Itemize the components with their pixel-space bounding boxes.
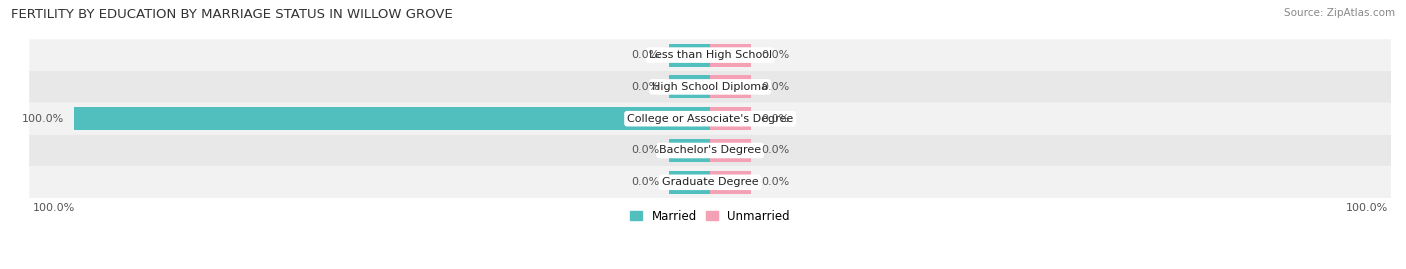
Text: Less than High School: Less than High School: [648, 50, 772, 60]
Text: Graduate Degree: Graduate Degree: [662, 177, 758, 187]
FancyBboxPatch shape: [30, 39, 1391, 71]
Text: Source: ZipAtlas.com: Source: ZipAtlas.com: [1284, 8, 1395, 18]
Bar: [710, 76, 751, 98]
FancyBboxPatch shape: [30, 71, 1391, 103]
Legend: Married, Unmarried: Married, Unmarried: [626, 205, 794, 227]
Bar: [669, 139, 710, 162]
Bar: [669, 171, 710, 194]
Bar: [710, 139, 751, 162]
Text: 0.0%: 0.0%: [631, 177, 659, 187]
Text: 0.0%: 0.0%: [761, 177, 789, 187]
Text: FERTILITY BY EDUCATION BY MARRIAGE STATUS IN WILLOW GROVE: FERTILITY BY EDUCATION BY MARRIAGE STATU…: [11, 8, 453, 21]
Bar: [669, 44, 710, 66]
Text: 0.0%: 0.0%: [761, 114, 789, 124]
FancyBboxPatch shape: [30, 103, 1391, 134]
Text: Bachelor's Degree: Bachelor's Degree: [659, 146, 761, 155]
Text: 0.0%: 0.0%: [631, 50, 659, 60]
Bar: [669, 76, 710, 98]
Text: 100.0%: 100.0%: [1346, 203, 1388, 213]
Text: 0.0%: 0.0%: [761, 146, 789, 155]
FancyBboxPatch shape: [30, 134, 1391, 167]
FancyBboxPatch shape: [30, 167, 1391, 198]
Text: 0.0%: 0.0%: [631, 82, 659, 92]
Bar: [710, 171, 751, 194]
Bar: [710, 107, 751, 130]
Text: 0.0%: 0.0%: [761, 82, 789, 92]
Bar: [710, 44, 751, 66]
Bar: [73, 107, 710, 130]
Text: 100.0%: 100.0%: [22, 114, 65, 124]
Text: 100.0%: 100.0%: [32, 203, 75, 213]
Text: 0.0%: 0.0%: [631, 146, 659, 155]
Text: College or Associate's Degree: College or Associate's Degree: [627, 114, 793, 124]
Text: 0.0%: 0.0%: [761, 50, 789, 60]
Text: High School Diploma: High School Diploma: [652, 82, 768, 92]
